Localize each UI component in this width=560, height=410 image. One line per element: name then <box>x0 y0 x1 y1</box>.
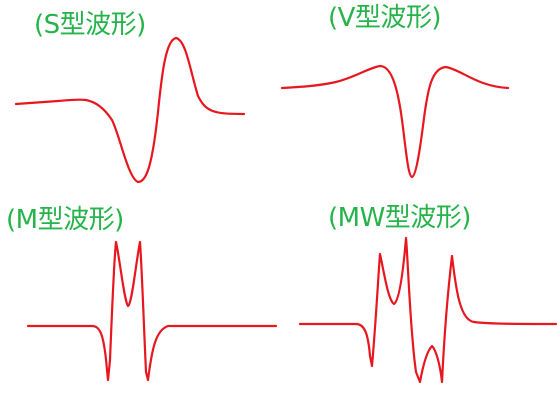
s-waveform-title: (S型波形) <box>34 10 146 40</box>
v-waveform-title: (V型波形) <box>328 3 442 33</box>
m-waveform-title: (M型波形) <box>6 205 124 235</box>
v-waveform-curve <box>280 64 510 179</box>
mw-waveform-curve <box>298 236 558 384</box>
s-waveform-curve <box>14 36 246 184</box>
m-waveform-curve <box>26 240 278 382</box>
mw-waveform-title: (MW型波形) <box>328 203 471 233</box>
